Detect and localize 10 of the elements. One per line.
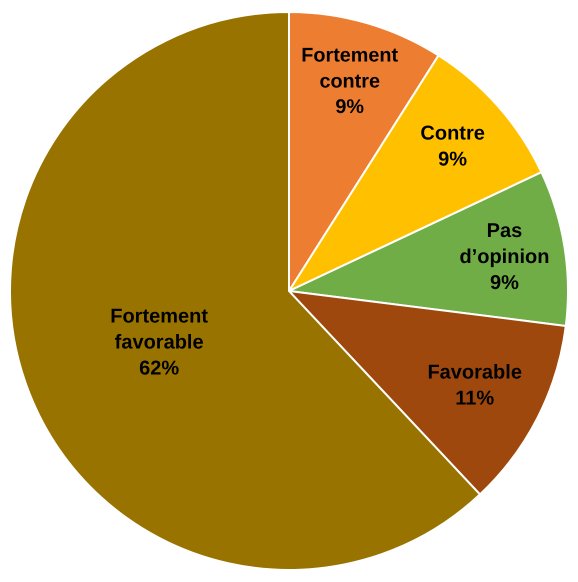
slice-label: Pas d’opinion [459,220,550,268]
slice-label: Contre [420,122,485,145]
data-label: 62% [139,357,180,380]
slice-label: Fortement contre [301,44,398,92]
data-label: 9% [438,148,468,171]
slice-label: Fortement favorable [110,305,208,354]
slice-label: Favorable [427,362,522,384]
data-label: 9% [490,272,520,294]
data-label: 11% [455,388,494,410]
data-label: 9% [335,96,364,118]
